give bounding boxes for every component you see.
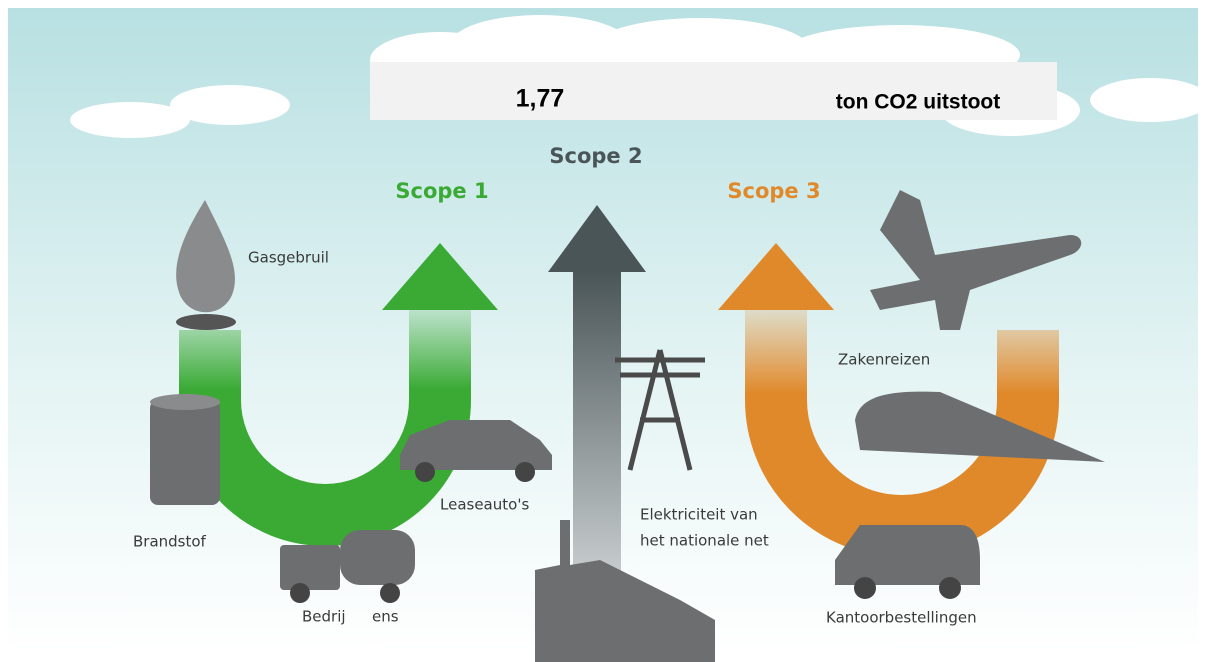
item-label: ens — [372, 608, 399, 626]
item-label: Kantoorbestellingen — [826, 609, 977, 627]
diagram: 1,77 ton CO2 uitstoot Scope 1 Scope 2 Sc… — [0, 0, 1205, 662]
item-label: Zakenreizen — [838, 351, 930, 369]
scope-label: Scope 2 — [549, 144, 642, 168]
emission-value: 1,77 — [516, 85, 565, 113]
item-label: het nationale net — [640, 532, 769, 550]
item-label: Gasgebruil — [248, 249, 329, 267]
item-label: Brandstof — [133, 533, 207, 551]
page: 1,77 ton CO2 uitstoot Scope 1 Scope 2 Sc… — [0, 0, 1205, 662]
scope-label: Scope 3 — [727, 179, 820, 203]
item-label: Leaseauto's — [440, 496, 529, 514]
emission-unit: ton CO2 uitstoot — [836, 91, 1000, 114]
scope-label: Scope 1 — [395, 179, 488, 203]
item-label: Bedrij — [302, 608, 346, 626]
item-label: Elektriciteit van — [640, 506, 758, 524]
